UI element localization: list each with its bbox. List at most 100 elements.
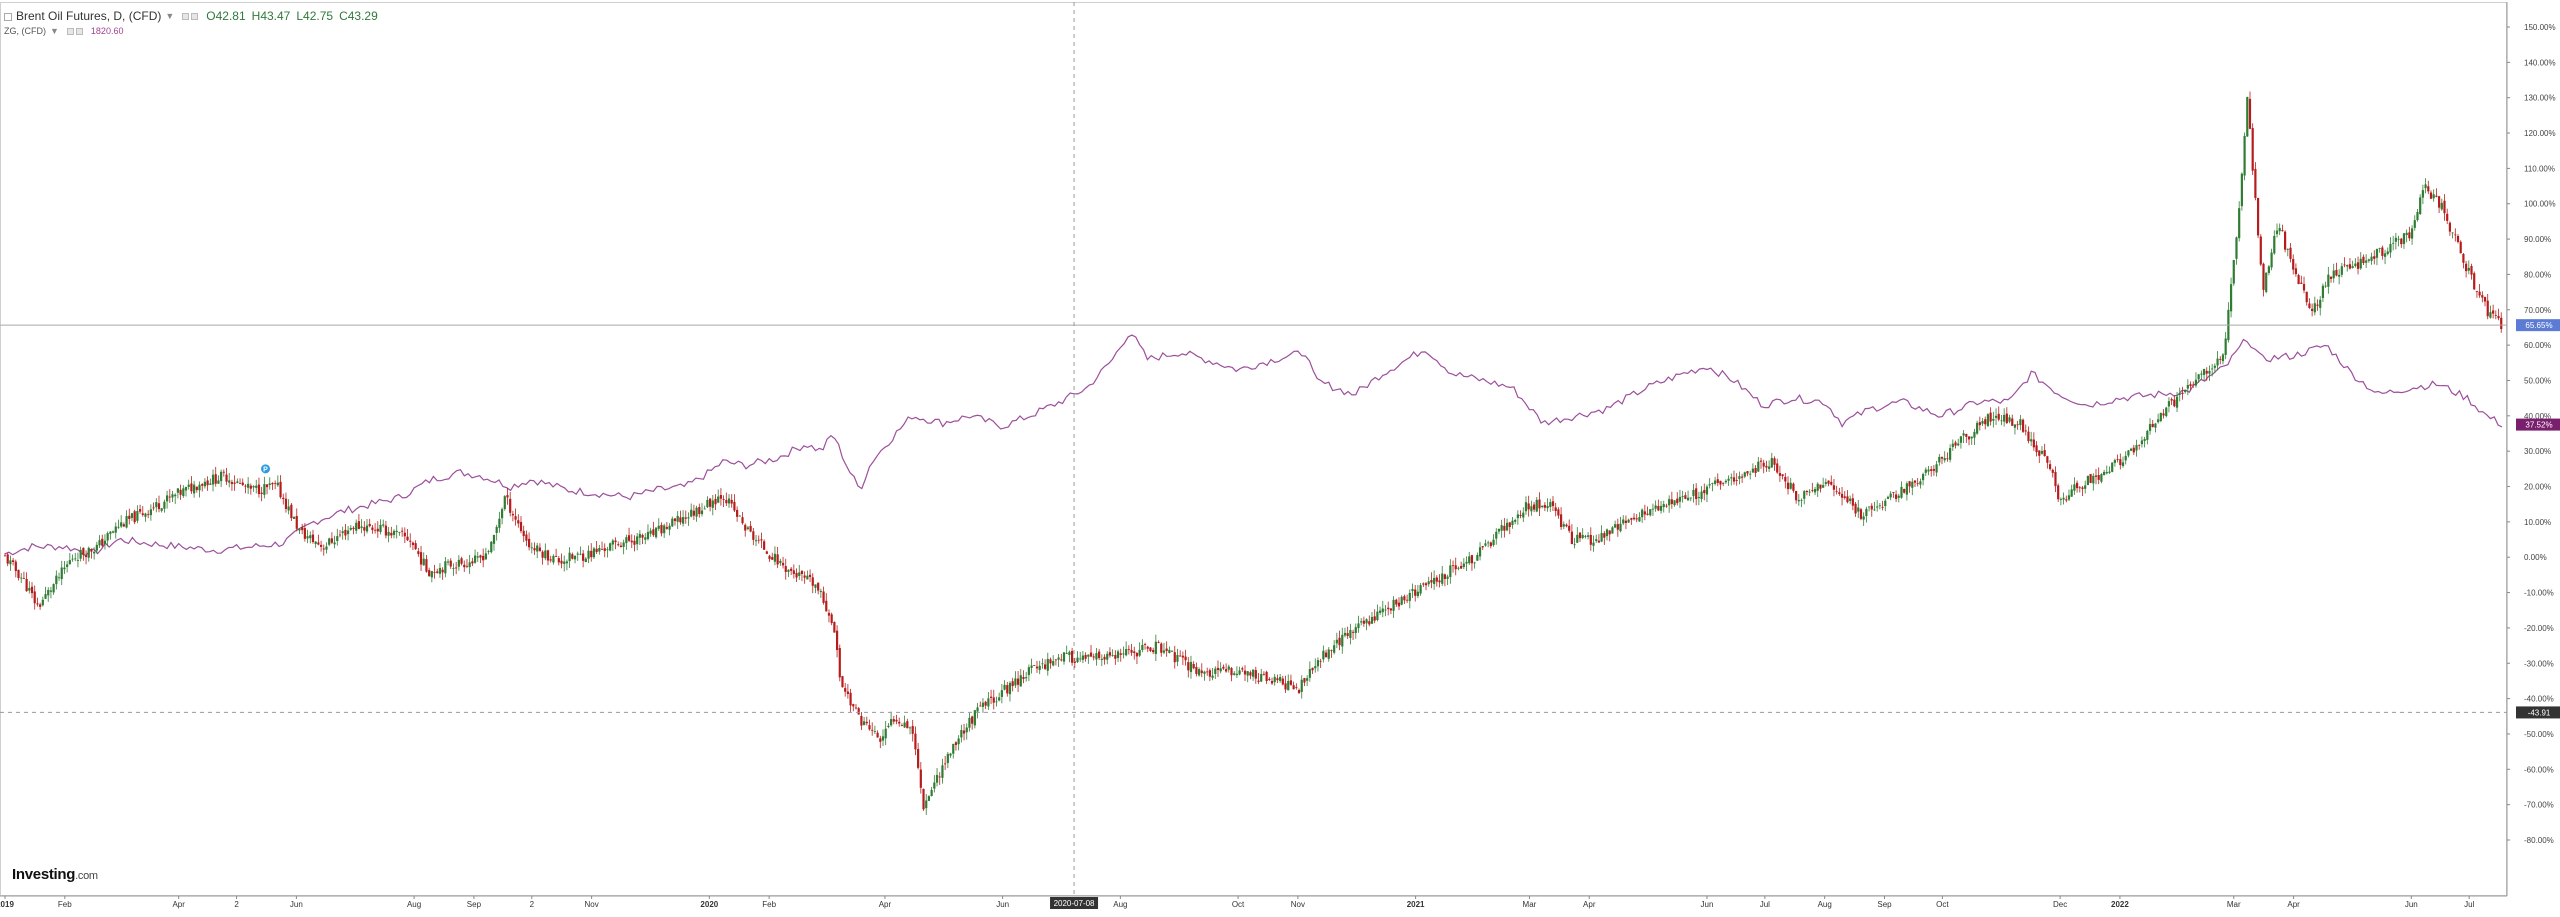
candle xyxy=(265,484,269,495)
candle xyxy=(2159,412,2162,423)
candle-body xyxy=(47,589,50,596)
candle xyxy=(1341,627,1344,654)
candle xyxy=(757,535,760,544)
candle xyxy=(1484,539,1487,547)
candle-body xyxy=(2419,197,2422,214)
x-tick-label: Feb xyxy=(58,900,72,909)
candle xyxy=(473,549,477,564)
close-square-icon[interactable] xyxy=(191,13,199,20)
candle-body xyxy=(179,489,182,495)
candle-body xyxy=(2305,291,2308,303)
candle-body xyxy=(633,540,636,545)
candle xyxy=(2211,363,2214,377)
candle xyxy=(827,609,831,623)
candle xyxy=(2086,475,2089,486)
candle xyxy=(1919,478,1922,489)
candle xyxy=(2429,190,2433,200)
candle xyxy=(492,534,496,551)
candle-body xyxy=(1930,469,1933,471)
candle-body xyxy=(2402,233,2406,244)
candle-body xyxy=(2170,399,2173,401)
y-tick-label: 20.00% xyxy=(2524,483,2551,492)
candle-body xyxy=(530,547,533,549)
candle-body xyxy=(1068,651,1071,656)
candle xyxy=(2378,247,2381,253)
candle-body xyxy=(2248,98,2252,129)
toggle-series-icon[interactable] xyxy=(4,12,12,21)
candle-body xyxy=(2289,247,2292,259)
candle xyxy=(730,494,733,508)
settings-square-icon[interactable] xyxy=(182,13,190,20)
candle-body xyxy=(371,527,374,531)
candle xyxy=(781,556,785,569)
candle-body xyxy=(557,558,560,563)
candle-body xyxy=(2127,450,2130,456)
close-square-icon[interactable] xyxy=(75,28,83,35)
candle-body xyxy=(1500,525,1503,531)
candle-body xyxy=(206,480,209,486)
candle-body xyxy=(2235,237,2238,259)
candle xyxy=(2040,446,2044,455)
event-marker-icon[interactable]: P xyxy=(260,463,272,475)
candle-body xyxy=(1468,556,1471,564)
candle xyxy=(1541,505,1544,509)
chevron-down-icon[interactable]: ▼ xyxy=(50,26,59,36)
candle-body xyxy=(935,774,939,783)
candle xyxy=(1306,675,1309,687)
candle-body xyxy=(617,544,620,546)
candle-body xyxy=(611,540,614,545)
chevron-down-icon[interactable]: ▼ xyxy=(165,11,175,21)
candle-body xyxy=(2489,312,2492,318)
candle-body xyxy=(976,707,979,712)
candle xyxy=(2313,296,2316,316)
candle xyxy=(2003,408,2006,427)
candle-body xyxy=(1281,678,1284,685)
candle-body xyxy=(808,574,812,577)
candle xyxy=(1460,561,1463,570)
candle-body xyxy=(614,540,617,543)
candle-body xyxy=(800,570,804,574)
candle-body xyxy=(463,564,466,568)
time-axis[interactable]: 2019FebApr2JunAugSep2Nov2020FebAprJunAug… xyxy=(0,896,2475,909)
candle-body xyxy=(298,528,301,531)
candle xyxy=(1978,416,1981,431)
candle-body xyxy=(1257,680,1260,682)
candle xyxy=(1208,668,1211,682)
candle-body xyxy=(827,612,831,616)
candle-body xyxy=(582,553,585,561)
candle xyxy=(2437,195,2441,214)
candle xyxy=(1951,439,1954,451)
candle-body xyxy=(2359,258,2362,269)
candle-body xyxy=(1565,524,1568,527)
candle xyxy=(2446,208,2449,225)
settings-square-icon[interactable] xyxy=(66,28,74,35)
candle-body xyxy=(133,511,136,523)
legend-symbol-gold[interactable]: ZG, (CFD) xyxy=(4,26,46,36)
legend-symbol-brent[interactable]: Brent Oil Futures, D, (CFD) xyxy=(16,9,162,23)
candle-body xyxy=(1338,637,1341,646)
candle xyxy=(295,508,298,532)
candle xyxy=(2419,194,2422,216)
price-axis[interactable]: 150.00%140.00%130.00%120.00%110.00%100.0… xyxy=(2507,23,2556,845)
candle xyxy=(652,521,655,537)
candle-body xyxy=(2275,230,2279,235)
candle-body xyxy=(1894,494,1898,499)
event-marker-circle[interactable] xyxy=(260,463,272,475)
candle-body xyxy=(2070,489,2073,497)
candle-body xyxy=(1330,650,1333,652)
candle-body xyxy=(265,484,269,488)
candle-body xyxy=(1152,650,1155,653)
candle xyxy=(825,593,828,612)
candle-body xyxy=(1438,580,1441,583)
candle-body xyxy=(1327,649,1330,659)
candle-body xyxy=(460,558,463,564)
candle xyxy=(2486,293,2489,320)
candle-body xyxy=(1511,520,1514,525)
candle xyxy=(425,554,428,573)
candle xyxy=(2238,201,2241,242)
candle xyxy=(39,602,42,610)
series-line-gold xyxy=(4,334,2503,557)
candle xyxy=(2221,352,2225,365)
